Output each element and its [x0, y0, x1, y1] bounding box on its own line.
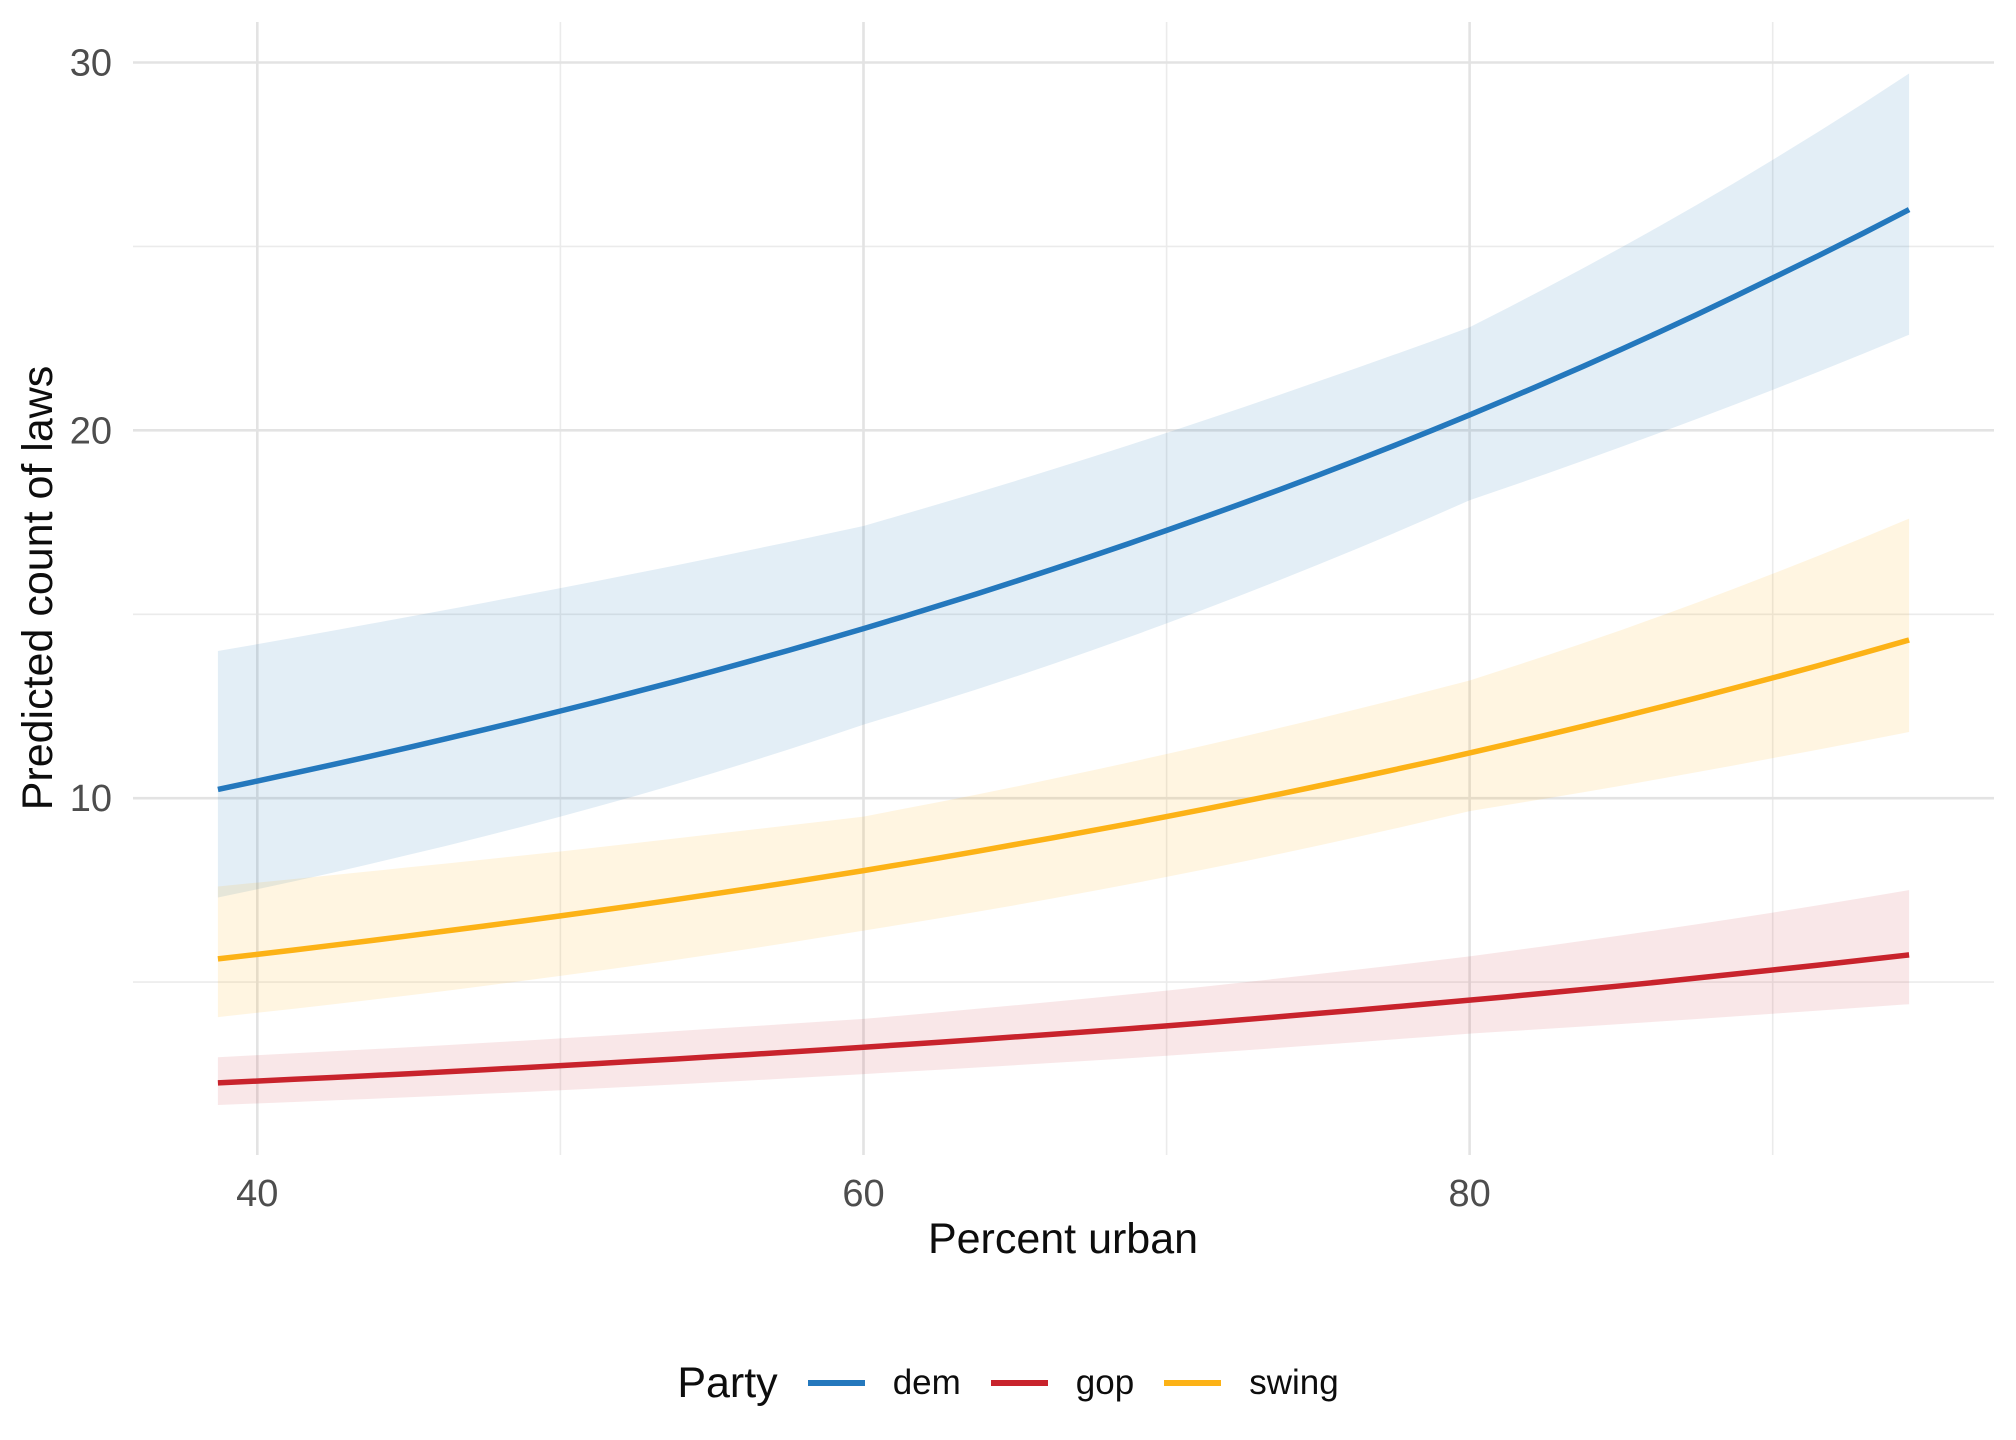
legend-label-dem: dem — [892, 1363, 961, 1402]
dem-line-swatch-icon — [807, 1380, 865, 1386]
fit-lines — [217, 207, 1911, 1086]
y-axis-tick-labels: 10 20 30 — [70, 43, 112, 821]
x-tick-label: 40 — [236, 1173, 278, 1215]
confidence-ribbons — [217, 73, 1910, 1105]
dem-line — [217, 207, 1911, 793]
legend-title: Party — [677, 1358, 778, 1407]
legend-item-dem: dem — [807, 1363, 961, 1403]
y-tick-label: 20 — [70, 410, 112, 452]
gop-line — [217, 952, 1910, 1086]
legend-label-swing: swing — [1249, 1363, 1339, 1402]
swing-confidence-band — [217, 518, 1910, 1018]
legend-item-swing: swing — [1164, 1363, 1339, 1403]
y-axis-title: Predicted count of laws — [14, 366, 62, 811]
x-tick-label: 80 — [1448, 1173, 1490, 1215]
x-axis-tick-labels: 40 60 80 — [236, 1173, 1491, 1215]
swing-line-swatch-icon — [1164, 1380, 1222, 1386]
y-tick-label: 10 — [70, 778, 112, 820]
gop-confidence-band — [217, 890, 1910, 1105]
swing-line — [217, 637, 1910, 962]
legend-label-gop: gop — [1075, 1363, 1135, 1402]
grid-major — [133, 22, 1994, 1155]
plot-area: 40 60 80 10 20 30 Percent urban Predicted co… — [14, 22, 1994, 1263]
x-axis-title: Percent urban — [928, 1215, 1198, 1263]
x-tick-label: 60 — [842, 1173, 884, 1215]
gop-line-swatch-icon — [990, 1380, 1048, 1386]
legend-item-gop: gop — [990, 1363, 1135, 1403]
y-tick-label: 30 — [70, 43, 112, 85]
legend: Party dem gop swing — [0, 1346, 2016, 1420]
